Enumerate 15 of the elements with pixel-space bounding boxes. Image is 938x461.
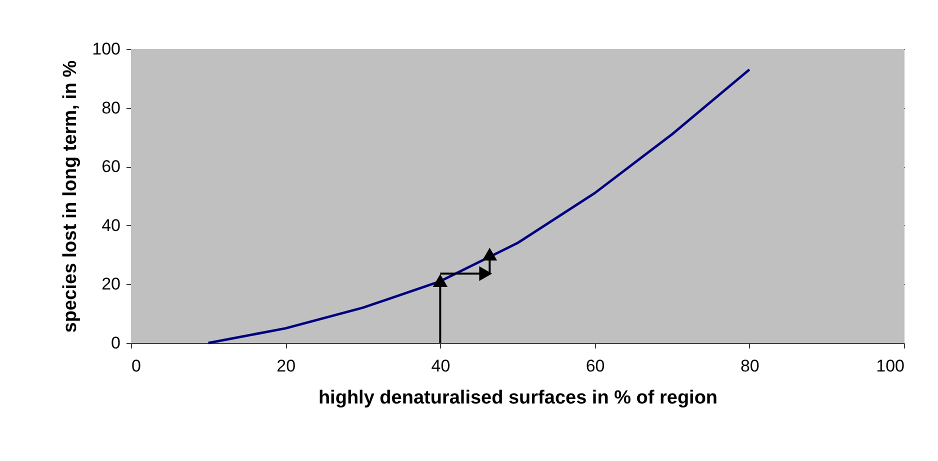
x-tick-label: 40 [431, 356, 450, 376]
y-tick-label: 0 [111, 334, 120, 352]
x-tick-label: 20 [276, 356, 296, 376]
line-series [207, 68, 751, 344]
y-tick-label: 20 [102, 274, 120, 294]
y-tick-label: 40 [102, 216, 120, 235]
x-tick-label: 60 [586, 356, 605, 376]
x-tick-label: 80 [740, 356, 760, 376]
y-tick-label: 100 [92, 40, 120, 58]
y-tick-label: 60 [102, 157, 120, 176]
x-axis-title: highly denaturalised surfaces in % of region [318, 388, 718, 408]
y-tick-label: 80 [102, 98, 120, 118]
x-tick-label: 100 [876, 356, 904, 376]
y-axis-title: species lost in long term, in % [60, 60, 82, 333]
x-tick-label: 0 [132, 356, 141, 376]
